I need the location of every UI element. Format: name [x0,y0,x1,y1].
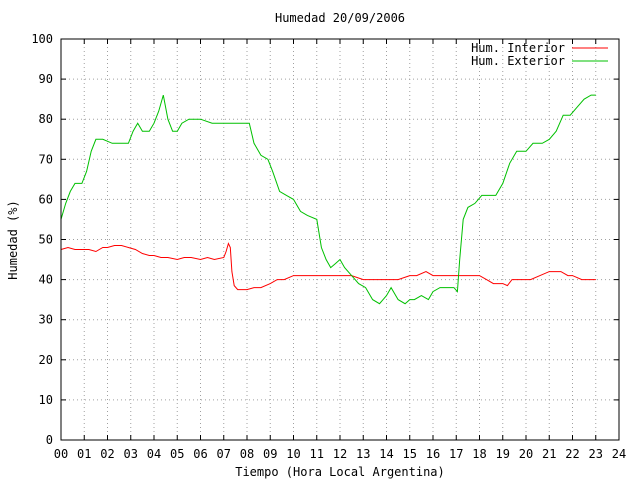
x-tick-label: 17 [449,447,463,461]
x-axis-label: Tiempo (Hora Local Argentina) [235,465,445,479]
x-tick-labels: 00 01 02 03 04 05 06 07 08 09 10 11 12 13 14 15 16 17 18 19… [54,447,626,461]
axis-ticks [60,38,620,441]
x-tick-label: 19 [496,447,510,461]
x-tick-label: 24 [612,447,626,461]
x-tick-label: 06 [193,447,207,461]
x-tick-label: 18 [472,447,486,461]
y-tick-label: 70 [39,152,53,166]
x-tick-label: 23 [589,447,603,461]
y-tick-label: 0 [46,433,53,447]
x-tick-label: 05 [170,447,184,461]
y-tick-label: 60 [39,192,53,206]
y-axis-label: Humedad (%) [6,200,20,279]
x-tick-label: 09 [263,447,277,461]
x-tick-label: 14 [379,447,393,461]
y-tick-label: 80 [39,112,53,126]
x-tick-label: 02 [100,447,114,461]
x-tick-label: 11 [310,447,324,461]
y-tick-label: 30 [39,313,53,327]
y-tick-label: 40 [39,273,53,287]
x-tick-label: 13 [356,447,370,461]
x-tick-label: 07 [217,447,231,461]
series-line-exterior [60,94,596,305]
y-tick-label: 90 [39,72,53,86]
series-line-interior [60,242,596,291]
y-tick-labels: 0 10 20 30 40 50 60 70 80 90 100 [31,32,53,447]
chart-title: Humedad 20/09/2006 [275,11,405,25]
x-tick-label: 03 [124,447,138,461]
x-tick-label: 20 [519,447,533,461]
x-tick-label: 21 [542,447,556,461]
legend: Hum. Interior Hum. Exterior [471,41,608,68]
x-tick-label: 10 [286,447,300,461]
legend-label-interior: Hum. Interior [471,41,565,55]
series-layer [60,94,596,305]
x-tick-label: 12 [333,447,347,461]
x-tick-label: 01 [77,447,91,461]
y-tick-label: 20 [39,353,53,367]
grid-lines [61,39,619,440]
y-tick-label: 100 [31,32,53,46]
x-tick-label: 04 [147,447,161,461]
x-tick-label: 16 [426,447,440,461]
legend-label-exterior: Hum. Exterior [471,54,565,68]
y-tick-label: 50 [39,233,53,247]
x-tick-label: 00 [54,447,68,461]
plot-frame [60,38,620,441]
y-tick-label: 10 [39,393,53,407]
x-tick-label: 22 [565,447,579,461]
x-tick-label: 15 [403,447,417,461]
x-tick-label: 08 [240,447,254,461]
